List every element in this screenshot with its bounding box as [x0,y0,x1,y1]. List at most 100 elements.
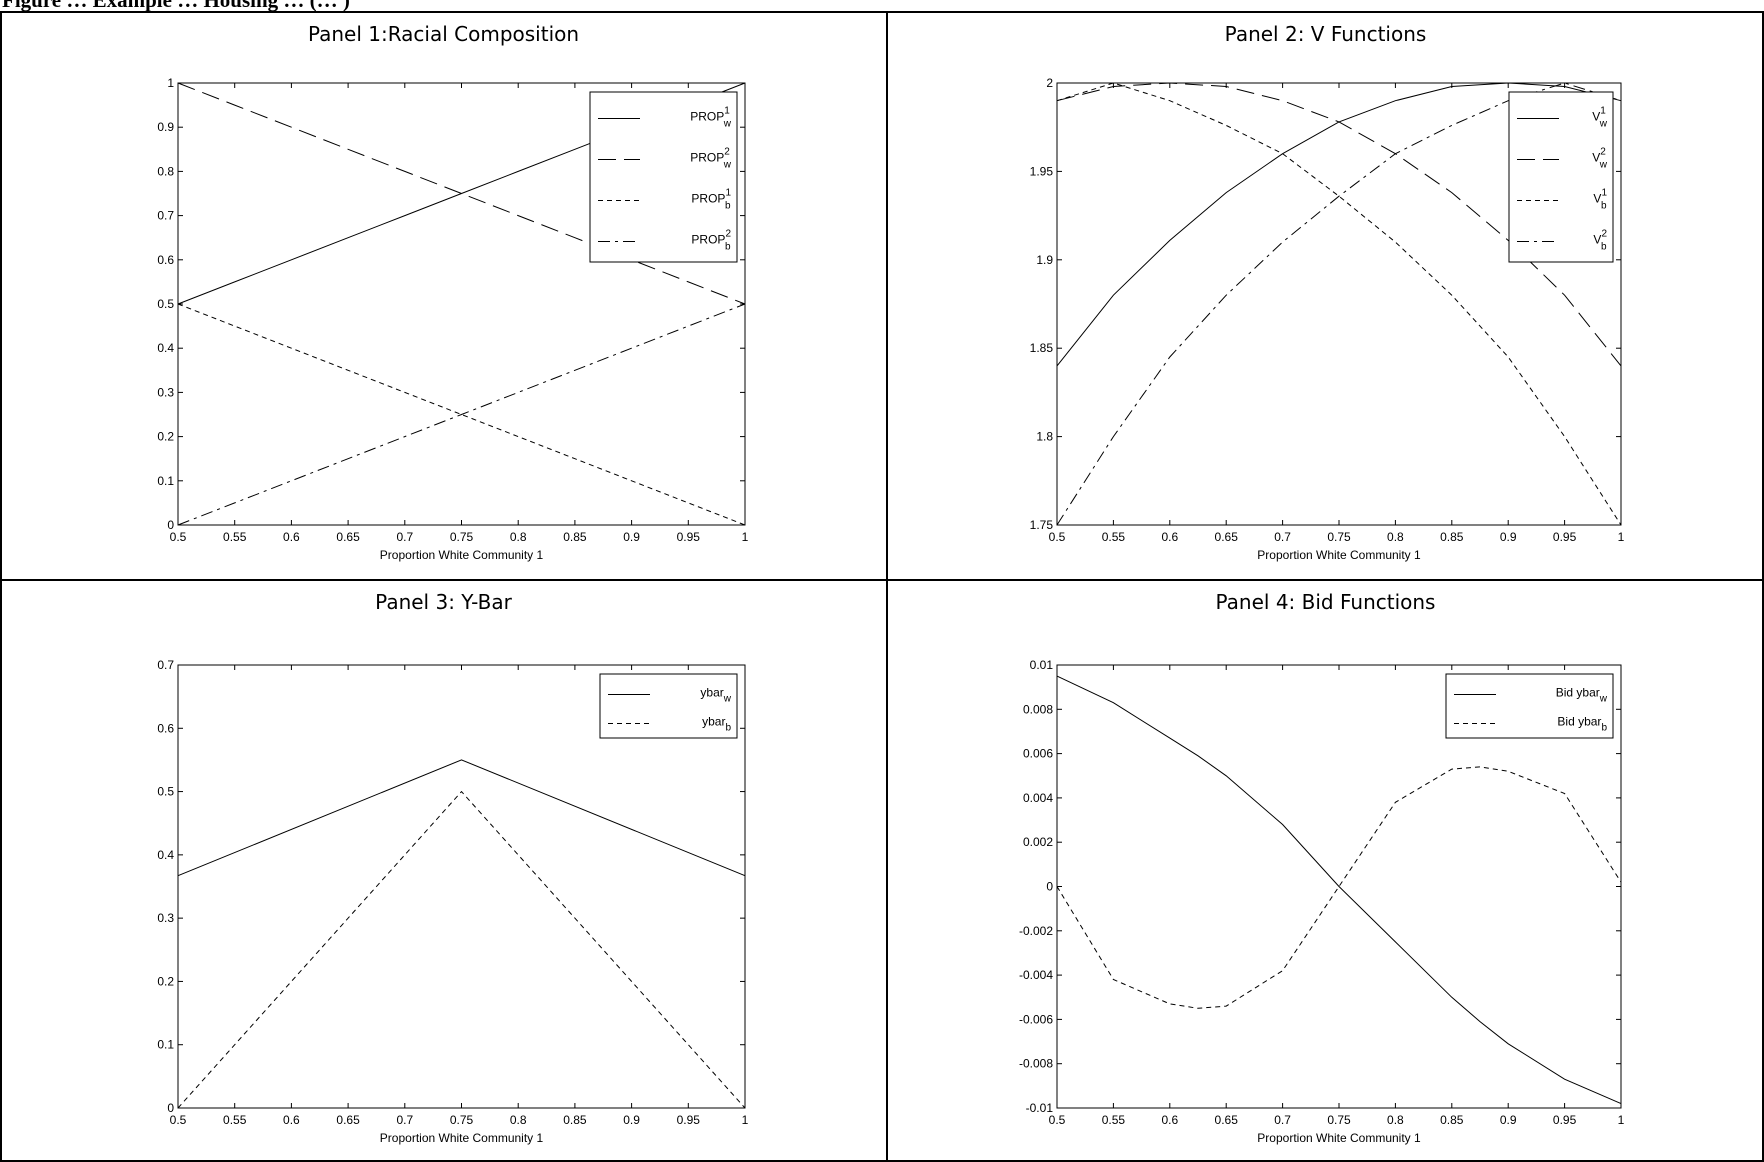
legend-subscript: b [1601,242,1607,253]
legend-superscript: 1 [724,106,730,117]
x-tick-label: 0.85 [1440,530,1464,544]
series-line [177,303,746,526]
legend-name: PROP [690,151,724,165]
x-tick-label: 0.9 [623,1113,640,1127]
x-tick-label: 0.7 [1274,1113,1291,1127]
x-tick-label: 0.5 [1049,1113,1066,1127]
legend-name: ybar [702,715,725,729]
y-tick-label: -0.01 [1026,1101,1054,1115]
x-tick-label: 0.6 [1161,530,1178,544]
y-tick-label: 0 [1046,880,1053,894]
legend-superscript: 1 [1601,188,1607,199]
x-tick-label: 0.95 [677,1113,701,1127]
legend-subscript: w [723,119,732,130]
y-tick-label: 0.6 [157,721,174,735]
x-tick-label: 0.5 [1049,530,1066,544]
legend-name: ybar [700,686,723,700]
x-tick-label: 0.95 [677,530,701,544]
y-tick-label: 0.7 [157,209,174,223]
x-tick-label: 0.85 [563,530,587,544]
legend-subscript: w [1599,694,1608,705]
legend-superscript: 2 [1601,229,1607,240]
panel-2: Panel 2: V Functions 0.5 0.55 0.6 0.65 0.7 0.7… [1030,22,1625,562]
y-tick-label: 0.4 [157,341,174,355]
x-tick-label: 0.85 [1440,1113,1464,1127]
series-line [177,790,746,1109]
x-tick-label: 0.6 [283,530,300,544]
y-tick-label: 0.5 [157,297,174,311]
x-axis-label: Proportion White Community 1 [380,548,544,562]
x-tick-label: 0.75 [1327,530,1351,544]
x-tick-label: 1 [742,1113,749,1127]
y-tick-label: 0.002 [1023,835,1053,849]
x-tick-label: 0.9 [623,530,640,544]
legend-name: Bid ybar [1557,715,1601,729]
x-tick-label: 0.8 [510,530,527,544]
legend-name: PROP [690,110,724,124]
legend-entry: V2 w [1592,147,1608,171]
x-tick-label: 0.7 [396,1113,413,1127]
x-axis-label: Proportion White Community 1 [1257,548,1421,562]
y-tick-label: 0.6 [157,253,174,267]
legend-entry: PROP2 b [691,229,731,253]
legend-superscript: 1 [725,188,731,199]
x-tick-label: 0.6 [1161,1113,1178,1127]
legend-box [1508,91,1614,263]
x-tick-label: 0.6 [283,1113,300,1127]
x-tick-label: 0.55 [1102,1113,1126,1127]
y-tick-label: 1.95 [1030,164,1054,178]
y-tick-label: 0.7 [157,658,174,672]
x-tick-label: 0.65 [1215,530,1239,544]
legend-superscript: 1 [1600,106,1606,117]
x-tick-label: 1 [742,530,749,544]
x-axis-label: Proportion White Community 1 [380,1131,544,1145]
y-tick-label: 0 [167,1101,174,1115]
x-tick-label: 0.7 [1274,530,1291,544]
panel-4: Panel 4: Bid Functions 0.5 0.55 0.6 0.65 0.7 0… [1019,590,1625,1145]
y-tick-label: 0.4 [157,848,174,862]
x-tick-label: 0.9 [1500,1113,1517,1127]
y-tick-label: 1.8 [1036,430,1053,444]
legend-entry: V1 b [1593,188,1607,212]
x-tick-label: 1 [1618,1113,1625,1127]
x-tick-label: 0.95 [1553,530,1577,544]
legend-name: V [1592,110,1600,124]
legend-name: PROP [691,233,725,247]
legend-subscript: w [723,694,732,705]
series-line [1056,82,1622,526]
x-tick-label: 0.55 [223,1113,247,1127]
y-tick-label: 0.8 [157,164,174,178]
y-tick-label: 0.004 [1023,791,1053,805]
x-tick-label: 0.55 [1102,530,1126,544]
panel-title: Panel 4: Bid Functions [1216,590,1436,614]
x-tick-label: 0.75 [450,1113,474,1127]
legend-entry: ybarb [702,715,731,734]
panel-3: Panel 3: Y-Bar 0.5 0.55 0.6 0.65 0.7 0.75 0.8 0.… [157,590,748,1145]
y-tick-label: 0.2 [157,430,174,444]
y-tick-label: -0.004 [1019,968,1053,982]
legend-superscript: 2 [724,147,730,158]
y-tick-label: 0.006 [1023,747,1053,761]
legend-name: Bid ybar [1556,686,1600,700]
legend-entry: PROP1 w [690,106,732,130]
legend-name: V [1593,233,1601,247]
legend-entry: PROP1 b [691,188,731,212]
legend-entry: PROP2 w [690,147,732,171]
x-tick-label: 0.65 [336,1113,360,1127]
figure-caption-fragment: Figure … Example … Housing … (… ) [2,0,350,12]
legend-subscript: w [1599,119,1608,130]
series-line [177,303,746,526]
legend-entry: Bid ybarb [1557,715,1607,734]
panel-grid [0,11,1764,1162]
series-line [177,82,746,305]
legend-subscript: b [725,242,731,253]
x-tick-label: 0.65 [1215,1113,1239,1127]
x-tick-label: 0.65 [336,530,360,544]
legend-entry: Bid ybarw [1556,686,1608,705]
y-tick-label: -0.006 [1019,1012,1053,1026]
legend-entry: V1 w [1592,106,1608,130]
